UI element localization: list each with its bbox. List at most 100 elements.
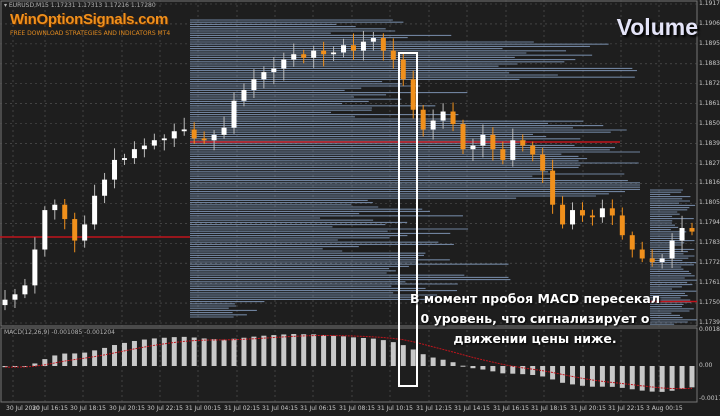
macd-histogram-bar bbox=[62, 353, 68, 366]
annotation-line: В момент пробоя MACD пересекал bbox=[410, 291, 660, 306]
time-tick-label: 31 Jul 20:15 bbox=[570, 405, 606, 412]
brand-tagline: FREE DOWNLOAD STRATEGIES AND INDICATORS … bbox=[10, 30, 171, 37]
bear-candle bbox=[540, 154, 546, 171]
bull-candle bbox=[241, 90, 247, 101]
macd-histogram-bar bbox=[221, 339, 227, 366]
bull-candle bbox=[599, 208, 605, 218]
bull-candle bbox=[221, 127, 227, 135]
price-tick-label: 1.17720 bbox=[699, 259, 720, 267]
macd-histogram-bar bbox=[121, 342, 127, 366]
macd-histogram-bar bbox=[370, 338, 376, 366]
bull-candle bbox=[679, 228, 685, 241]
macd-histogram-bar bbox=[311, 334, 317, 366]
macd-histogram-bar bbox=[390, 342, 396, 366]
bear-candle bbox=[410, 79, 416, 110]
bear-candle bbox=[460, 124, 466, 150]
macd-histogram-bar bbox=[231, 338, 237, 366]
price-tick-label: 1.18615 bbox=[699, 99, 720, 107]
bull-candle bbox=[311, 50, 317, 58]
macd-histogram-bar bbox=[560, 366, 566, 383]
bull-candle bbox=[430, 120, 436, 130]
bear-candle bbox=[62, 204, 68, 220]
bear-candle bbox=[201, 138, 207, 141]
macd-histogram-bar bbox=[490, 366, 496, 372]
time-tick-label: 31 Jul 00:15 bbox=[185, 405, 221, 412]
bull-candle bbox=[121, 158, 127, 160]
time-tick-label: 31 Jul 04:15 bbox=[262, 405, 298, 412]
macd-histogram-bar bbox=[540, 366, 546, 377]
macd-histogram-bar bbox=[510, 366, 516, 374]
bull-candle bbox=[161, 138, 167, 141]
bear-candle bbox=[400, 59, 406, 80]
bull-candle bbox=[151, 140, 157, 146]
bull-candle bbox=[440, 111, 446, 121]
annotation-text: В момент пробоя MACD пересекал 0 уровень… bbox=[410, 289, 660, 349]
time-tick-label: 30 Jul 2020 bbox=[6, 405, 40, 412]
bull-candle bbox=[271, 68, 277, 73]
macd-histogram-bar bbox=[341, 336, 347, 366]
time-tick-label: 31 Jul 12:15 bbox=[416, 405, 452, 412]
macd-label: MACD(12,26,9) -0.001085 -0.001204 bbox=[4, 329, 115, 336]
macd-tick-label: -0.001747 bbox=[699, 395, 720, 402]
bear-candle bbox=[629, 235, 635, 250]
price-tick-label: 1.17940 bbox=[699, 219, 720, 227]
bear-candle bbox=[619, 215, 625, 236]
bear-candle bbox=[321, 50, 327, 55]
price-tick-label: 1.18275 bbox=[699, 159, 720, 167]
annotation-line: 0 уровень, что сигнализирует о bbox=[420, 311, 650, 326]
bull-candle bbox=[171, 131, 177, 139]
annotation-line: движении цены ниже. bbox=[453, 331, 617, 346]
bull-candle bbox=[52, 204, 58, 211]
overlay-title: Volume bbox=[616, 14, 698, 40]
price-tick-label: 1.17500 bbox=[699, 299, 720, 307]
macd-histogram-bar bbox=[530, 366, 536, 375]
price-tick-label: 1.17610 bbox=[699, 279, 720, 287]
macd-histogram-bar bbox=[599, 366, 605, 387]
bear-candle bbox=[609, 208, 615, 216]
macd-panel-frame bbox=[0, 327, 698, 403]
macd-histogram-bar bbox=[291, 334, 297, 366]
price-tick-label: 1.18835 bbox=[699, 59, 720, 67]
bull-candle bbox=[360, 41, 366, 51]
macd-histogram-bar bbox=[301, 334, 307, 366]
bull-candle bbox=[102, 179, 108, 196]
macd-histogram-bar bbox=[500, 366, 506, 374]
time-tick-label: 3 Aug 00:15 bbox=[646, 405, 683, 412]
bear-candle bbox=[72, 219, 78, 241]
macd-histogram-bar bbox=[360, 337, 366, 366]
bear-candle bbox=[390, 50, 396, 60]
bear-candle bbox=[350, 45, 356, 51]
macd-histogram-bar bbox=[460, 365, 466, 367]
macd-histogram-bar bbox=[589, 366, 595, 387]
bull-candle bbox=[331, 52, 337, 55]
bull-candle bbox=[12, 294, 18, 300]
macd-histogram-bar bbox=[82, 352, 88, 366]
macd-histogram-bar bbox=[400, 345, 406, 366]
bull-candle bbox=[281, 59, 287, 69]
bear-candle bbox=[579, 210, 585, 216]
macd-histogram-bar bbox=[440, 359, 446, 366]
macd-histogram-bar bbox=[251, 336, 257, 366]
macd-histogram-bar bbox=[241, 337, 247, 366]
time-tick-label: 31 Jul 14:15 bbox=[454, 405, 490, 412]
bear-candle bbox=[450, 111, 456, 125]
macd-histogram-bar bbox=[171, 337, 177, 366]
macd-histogram-bar bbox=[211, 339, 217, 366]
bull-candle bbox=[42, 210, 48, 250]
bull-candle bbox=[22, 285, 28, 295]
macd-histogram-bar bbox=[430, 357, 436, 366]
macd-histogram-bar bbox=[181, 336, 187, 366]
bear-candle bbox=[589, 215, 595, 218]
price-tick-label: 1.18500 bbox=[699, 119, 720, 127]
macd-histogram-bar bbox=[2, 366, 8, 368]
time-tick-label: 31 Jul 02:15 bbox=[224, 405, 260, 412]
bear-candle bbox=[301, 54, 307, 58]
time-tick-label: 31 Jul 08:15 bbox=[339, 405, 375, 412]
bear-candle bbox=[530, 145, 536, 155]
macd-histogram-bar bbox=[689, 366, 695, 388]
time-tick-label: 30 Jul 16:15 bbox=[32, 405, 68, 412]
bull-candle bbox=[470, 145, 476, 150]
macd-histogram-bar bbox=[102, 347, 108, 366]
bull-candle bbox=[141, 145, 147, 150]
